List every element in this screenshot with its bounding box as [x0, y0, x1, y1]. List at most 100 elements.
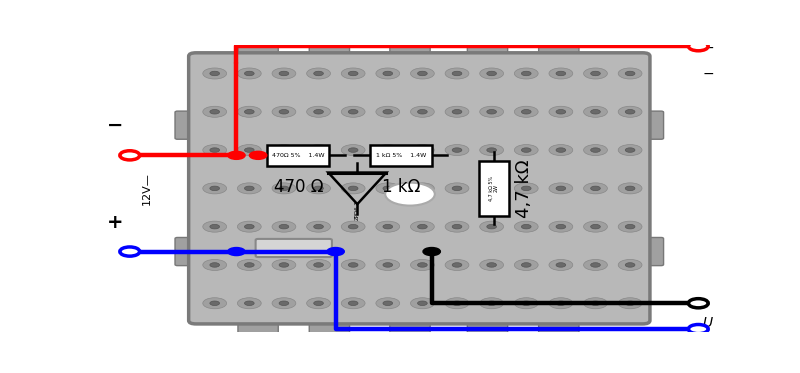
Circle shape: [549, 145, 573, 156]
Circle shape: [626, 71, 635, 76]
FancyBboxPatch shape: [467, 319, 508, 333]
Circle shape: [250, 151, 266, 159]
Circle shape: [383, 301, 393, 305]
Circle shape: [514, 260, 538, 270]
Circle shape: [522, 148, 531, 152]
Circle shape: [445, 145, 469, 156]
Circle shape: [279, 225, 289, 229]
Circle shape: [486, 186, 497, 191]
Circle shape: [120, 151, 140, 160]
Circle shape: [210, 148, 219, 152]
Text: 12V—: 12V—: [142, 172, 151, 205]
Circle shape: [238, 106, 262, 117]
Circle shape: [306, 221, 330, 232]
Circle shape: [549, 68, 573, 79]
Circle shape: [306, 145, 330, 156]
Circle shape: [590, 301, 600, 305]
Circle shape: [583, 106, 607, 117]
Circle shape: [522, 301, 531, 305]
Circle shape: [279, 186, 289, 191]
Circle shape: [376, 106, 400, 117]
Circle shape: [549, 106, 573, 117]
Circle shape: [590, 71, 600, 76]
Circle shape: [314, 186, 323, 191]
Circle shape: [522, 110, 531, 114]
Circle shape: [202, 298, 226, 309]
Circle shape: [342, 68, 365, 79]
Circle shape: [238, 145, 262, 156]
Circle shape: [549, 298, 573, 309]
Circle shape: [418, 186, 427, 191]
Circle shape: [480, 298, 503, 309]
Circle shape: [279, 263, 289, 267]
Circle shape: [238, 68, 262, 79]
Circle shape: [452, 186, 462, 191]
Text: 1 kΩ 5%    1.4W: 1 kΩ 5% 1.4W: [375, 153, 426, 158]
Circle shape: [238, 183, 262, 194]
Circle shape: [210, 110, 219, 114]
Circle shape: [342, 260, 365, 270]
Circle shape: [210, 225, 219, 229]
Circle shape: [556, 110, 566, 114]
FancyBboxPatch shape: [238, 43, 278, 58]
Circle shape: [626, 148, 635, 152]
Circle shape: [626, 110, 635, 114]
Circle shape: [386, 183, 435, 206]
Circle shape: [618, 221, 642, 232]
FancyBboxPatch shape: [175, 111, 198, 139]
Circle shape: [452, 301, 462, 305]
Circle shape: [342, 106, 365, 117]
Circle shape: [556, 148, 566, 152]
Circle shape: [272, 68, 296, 79]
Circle shape: [556, 263, 566, 267]
FancyBboxPatch shape: [538, 319, 579, 333]
Text: 1 kΩ: 1 kΩ: [382, 178, 420, 195]
Text: U: U: [702, 316, 713, 330]
Circle shape: [583, 183, 607, 194]
Circle shape: [348, 263, 358, 267]
Circle shape: [348, 110, 358, 114]
Circle shape: [348, 148, 358, 152]
Circle shape: [272, 145, 296, 156]
Circle shape: [445, 68, 469, 79]
Circle shape: [279, 301, 289, 305]
Circle shape: [238, 260, 262, 270]
Circle shape: [486, 148, 497, 152]
Circle shape: [618, 183, 642, 194]
Circle shape: [590, 148, 600, 152]
Circle shape: [342, 221, 365, 232]
Circle shape: [306, 298, 330, 309]
FancyBboxPatch shape: [640, 238, 663, 266]
Circle shape: [314, 71, 323, 76]
FancyBboxPatch shape: [390, 43, 430, 58]
Circle shape: [688, 325, 708, 334]
Circle shape: [480, 106, 503, 117]
FancyBboxPatch shape: [467, 43, 508, 58]
Circle shape: [688, 299, 708, 308]
FancyBboxPatch shape: [310, 43, 350, 58]
Text: +: +: [107, 213, 124, 232]
Circle shape: [583, 298, 607, 309]
Circle shape: [480, 145, 503, 156]
Circle shape: [626, 186, 635, 191]
Circle shape: [423, 248, 440, 256]
Circle shape: [583, 260, 607, 270]
Circle shape: [590, 110, 600, 114]
Circle shape: [383, 186, 393, 191]
Circle shape: [306, 183, 330, 194]
Circle shape: [418, 71, 427, 76]
Circle shape: [583, 68, 607, 79]
Circle shape: [618, 145, 642, 156]
Circle shape: [486, 301, 497, 305]
Circle shape: [383, 110, 393, 114]
Circle shape: [410, 68, 434, 79]
Circle shape: [314, 263, 323, 267]
Circle shape: [238, 221, 262, 232]
Circle shape: [348, 186, 358, 191]
Circle shape: [245, 110, 254, 114]
Circle shape: [480, 221, 503, 232]
Circle shape: [445, 106, 469, 117]
Circle shape: [383, 71, 393, 76]
Circle shape: [376, 183, 400, 194]
Circle shape: [486, 263, 497, 267]
